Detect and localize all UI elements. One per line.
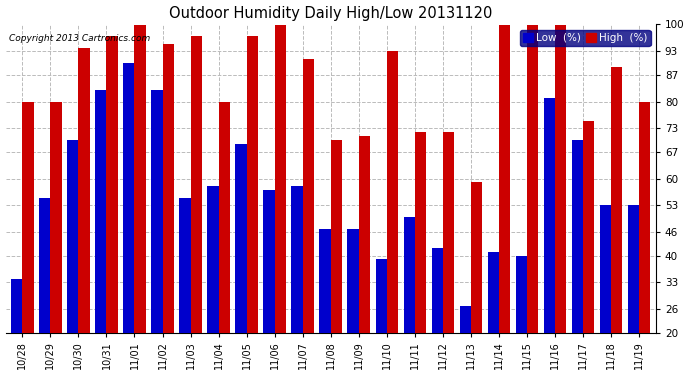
Bar [106, 36, 118, 333]
Bar [544, 98, 555, 333]
Bar [639, 102, 650, 333]
Bar [471, 182, 482, 333]
Bar [527, 24, 538, 333]
Bar [611, 67, 622, 333]
Bar [499, 24, 510, 333]
Bar [246, 36, 258, 333]
Legend: Low  (%), High  (%): Low (%), High (%) [520, 30, 651, 46]
Bar [319, 229, 331, 333]
Bar [235, 144, 246, 333]
Bar [264, 190, 275, 333]
Bar [67, 140, 79, 333]
Bar [179, 198, 190, 333]
Bar [460, 306, 471, 333]
Bar [386, 51, 398, 333]
Title: Outdoor Humidity Daily High/Low 20131120: Outdoor Humidity Daily High/Low 20131120 [169, 6, 493, 21]
Bar [359, 136, 370, 333]
Bar [600, 206, 611, 333]
Bar [415, 132, 426, 333]
Bar [190, 36, 201, 333]
Bar [11, 279, 22, 333]
Bar [628, 206, 639, 333]
Bar [163, 44, 174, 333]
Bar [331, 140, 342, 333]
Bar [555, 24, 566, 333]
Bar [488, 252, 499, 333]
Bar [219, 102, 230, 333]
Bar [572, 140, 583, 333]
Bar [375, 260, 386, 333]
Bar [275, 24, 286, 333]
Bar [515, 255, 527, 333]
Bar [303, 59, 314, 333]
Bar [79, 48, 90, 333]
Bar [22, 102, 34, 333]
Bar [208, 186, 219, 333]
Bar [291, 186, 303, 333]
Bar [443, 132, 454, 333]
Bar [431, 248, 443, 333]
Bar [124, 63, 135, 333]
Bar [348, 229, 359, 333]
Bar [404, 217, 415, 333]
Bar [151, 90, 163, 333]
Text: Copyright 2013 Cartronics.com: Copyright 2013 Cartronics.com [9, 34, 150, 43]
Bar [583, 121, 594, 333]
Bar [50, 102, 61, 333]
Bar [39, 198, 50, 333]
Bar [95, 90, 106, 333]
Bar [135, 24, 146, 333]
